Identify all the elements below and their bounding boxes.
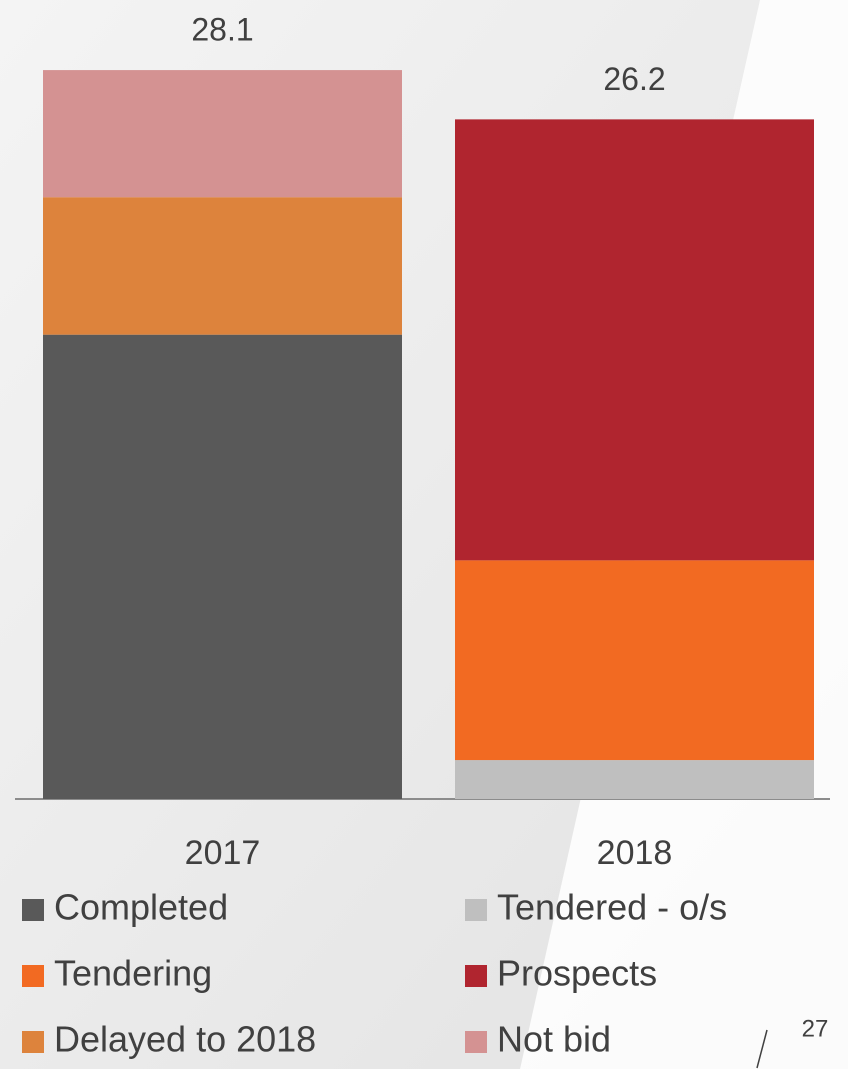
- bar-segment: [43, 197, 402, 335]
- bar-segment: [43, 70, 402, 198]
- bar-segment: [455, 560, 814, 761]
- slash: [756, 1029, 768, 1069]
- legend-label: Not bid: [497, 1019, 611, 1060]
- bar-segment: [455, 119, 814, 561]
- legend-swatch: [465, 1031, 487, 1053]
- total-label: 28.1: [191, 12, 253, 48]
- legend-label: Tendered - o/s: [497, 887, 727, 928]
- bar-segment: [43, 334, 402, 799]
- legend-swatch: [465, 899, 487, 921]
- legend-label: Completed: [54, 887, 228, 928]
- legend-swatch: [22, 899, 44, 921]
- x-tick-label: 2018: [597, 834, 673, 872]
- legend-swatch: [22, 1031, 44, 1053]
- x-tick-label: 2017: [185, 834, 261, 872]
- bar-segment: [455, 760, 814, 799]
- legend-label: Delayed to 2018: [54, 1019, 316, 1060]
- legend-label: Prospects: [497, 953, 657, 994]
- page-number: 27: [802, 1015, 829, 1042]
- legend-label: Tendering: [54, 953, 212, 994]
- total-label: 26.2: [603, 61, 665, 97]
- legend-swatch: [465, 965, 487, 987]
- legend-swatch: [22, 965, 44, 987]
